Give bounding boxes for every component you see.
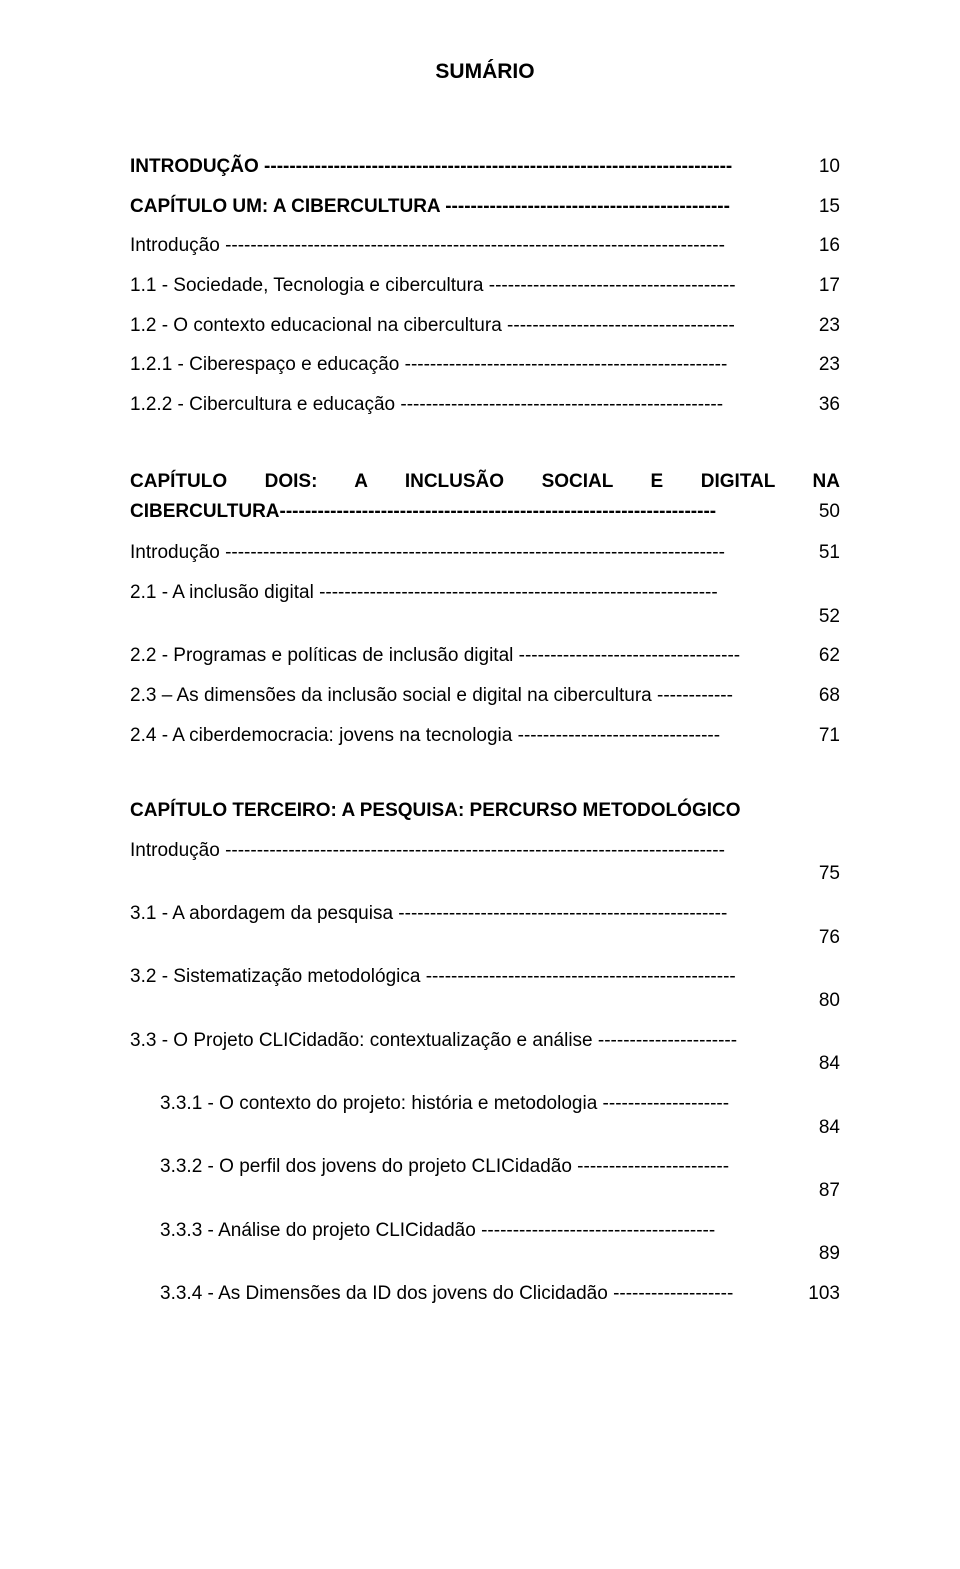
- toc-entry: INTRODUÇÃO -----------------------------…: [130, 154, 840, 180]
- toc-entry-label: 1.1 - Sociedade, Tecnologia e cibercultu…: [130, 273, 797, 299]
- toc-page-number: 17: [797, 273, 840, 299]
- toc-entry-page-row: 84: [130, 1051, 840, 1077]
- toc-page-number: 89: [797, 1241, 840, 1267]
- toc-entry-label: Introdução -----------------------------…: [130, 540, 797, 566]
- toc-heading-text: CAPÍTULO TERCEIRO: A PESQUISA: PERCURSO …: [130, 798, 840, 824]
- toc-spacer: [130, 1241, 797, 1267]
- toc-page-number: 50: [797, 497, 840, 526]
- toc-entry-label: 3.3 - O Projeto CLICidadão: contextualiz…: [130, 1028, 840, 1054]
- toc-page-number: 16: [797, 233, 840, 259]
- toc-page-number: 80: [797, 988, 840, 1014]
- toc-entry-page-row: 76: [130, 925, 840, 951]
- toc-entry: CAPÍTULO UM: A CIBERCULTURA ------------…: [130, 194, 840, 220]
- toc-spacer: [130, 1178, 797, 1204]
- toc-entry-page-row: 89: [130, 1241, 840, 1267]
- toc-entry: 3.3 - O Projeto CLICidadão: contextualiz…: [130, 1028, 840, 1054]
- toc-entry: 2.2 - Programas e políticas de inclusão …: [130, 643, 840, 669]
- toc-entry-page-row: 80: [130, 988, 840, 1014]
- toc-entry-label: Introdução -----------------------------…: [130, 838, 840, 864]
- toc-entry: 2.4 - A ciberdemocracia: jovens na tecno…: [130, 723, 840, 749]
- toc-entry-label: Introdução -----------------------------…: [130, 233, 797, 259]
- toc-entry-label: 2.1 - A inclusão digital ---------------…: [130, 580, 840, 606]
- toc-entry-label: 2.2 - Programas e políticas de inclusão …: [130, 643, 797, 669]
- toc-page-number: 103: [786, 1281, 840, 1307]
- toc-page-number: 15: [797, 194, 840, 220]
- toc-entry-page-row: 75: [130, 861, 840, 887]
- toc-entry-label: 3.1 - A abordagem da pesquisa ----------…: [130, 901, 840, 927]
- toc-block: CAPÍTULO TERCEIRO: A PESQUISA: PERCURSO …: [130, 798, 840, 1306]
- toc-entry-label: 3.3.4 - As Dimensões da ID dos jovens do…: [130, 1281, 786, 1307]
- toc-entry-label: 3.3.1 - O contexto do projeto: história …: [130, 1091, 840, 1117]
- toc-page-number: 23: [797, 313, 840, 339]
- toc-spacer: [130, 604, 797, 630]
- toc-page-number: 84: [797, 1051, 840, 1077]
- toc-entry-label: 3.3.2 - O perfil dos jovens do projeto C…: [130, 1154, 840, 1180]
- toc-entry: 2.3 – As dimensões da inclusão social e …: [130, 683, 840, 709]
- toc-page-number: 75: [797, 861, 840, 887]
- toc-page-number: 51: [797, 540, 840, 566]
- toc-page-number: 76: [797, 925, 840, 951]
- toc-entry-label: 1.2 - O contexto educacional na cibercul…: [130, 313, 797, 339]
- toc-page-number: 10: [797, 154, 840, 180]
- toc-entry-page-row: 52: [130, 604, 840, 630]
- toc-page-number: 62: [797, 643, 840, 669]
- toc-block: INTRODUÇÃO -----------------------------…: [130, 154, 840, 417]
- toc-entry: Introdução -----------------------------…: [130, 838, 840, 864]
- toc-spacer: [130, 988, 797, 1014]
- toc-entry-label: CAPÍTULO UM: A CIBERCULTURA ------------…: [130, 194, 797, 220]
- toc-entry: 1.2.1 - Ciberespaço e educação ---------…: [130, 352, 840, 378]
- toc-page-number: 23: [797, 352, 840, 378]
- toc-page-number: 87: [797, 1178, 840, 1204]
- toc-page-number: 71: [797, 723, 840, 749]
- toc-entry-label: 1.2.2 - Cibercultura e educação --------…: [130, 392, 797, 418]
- toc-entry: 3.1 - A abordagem da pesquisa ----------…: [130, 901, 840, 927]
- toc-chapter-heading: CAPÍTULO DOIS: A INCLUSÃO SOCIAL E DIGIT…: [130, 467, 840, 526]
- toc-entry: 3.2 - Sistematização metodológica ------…: [130, 964, 840, 990]
- toc-entry: Introdução -----------------------------…: [130, 233, 840, 259]
- toc-spacer: [130, 1115, 797, 1141]
- toc-entry-label: 2.3 – As dimensões da inclusão social e …: [130, 683, 797, 709]
- toc-entry-label: 3.2 - Sistematização metodológica ------…: [130, 964, 840, 990]
- toc-page-number: 52: [797, 604, 840, 630]
- toc-entry: 1.2 - O contexto educacional na cibercul…: [130, 313, 840, 339]
- toc-content: INTRODUÇÃO -----------------------------…: [130, 154, 840, 1306]
- toc-spacer: [130, 925, 797, 951]
- toc-entry: 2.1 - A inclusão digital ---------------…: [130, 580, 840, 606]
- toc-spacer: [130, 861, 797, 887]
- toc-entry-label: INTRODUÇÃO -----------------------------…: [130, 154, 797, 180]
- toc-entry: Introdução -----------------------------…: [130, 540, 840, 566]
- toc-entry: 1.1 - Sociedade, Tecnologia e cibercultu…: [130, 273, 840, 299]
- toc-page-number: 36: [797, 392, 840, 418]
- toc-entry-page-row: 87: [130, 1178, 840, 1204]
- toc-spacer: [130, 1051, 797, 1077]
- toc-entry-label: 2.4 - A ciberdemocracia: jovens na tecno…: [130, 723, 797, 749]
- toc-entry: 3.3.2 - O perfil dos jovens do projeto C…: [130, 1154, 840, 1180]
- toc-entry: 3.3.4 - As Dimensões da ID dos jovens do…: [130, 1281, 840, 1307]
- page-title: SUMÁRIO: [130, 60, 840, 84]
- toc-heading-line2: CIBERCULTURA----------------------------…: [130, 497, 797, 526]
- toc-page-number: 84: [797, 1115, 840, 1141]
- toc-heading-line1: CAPÍTULO DOIS: A INCLUSÃO SOCIAL E DIGIT…: [130, 467, 840, 496]
- toc-entry-page-row: 84: [130, 1115, 840, 1141]
- toc-entry: 1.2.2 - Cibercultura e educação --------…: [130, 392, 840, 418]
- toc-entry: 3.3.3 - Análise do projeto CLICidadão --…: [130, 1218, 840, 1244]
- toc-entry-label: 1.2.1 - Ciberespaço e educação ---------…: [130, 352, 797, 378]
- toc-chapter-heading: CAPÍTULO TERCEIRO: A PESQUISA: PERCURSO …: [130, 798, 840, 824]
- toc-entry: 3.3.1 - O contexto do projeto: história …: [130, 1091, 840, 1117]
- toc-entry-label: 3.3.3 - Análise do projeto CLICidadão --…: [130, 1218, 840, 1244]
- toc-block: CAPÍTULO DOIS: A INCLUSÃO SOCIAL E DIGIT…: [130, 467, 840, 748]
- toc-page-number: 68: [797, 683, 840, 709]
